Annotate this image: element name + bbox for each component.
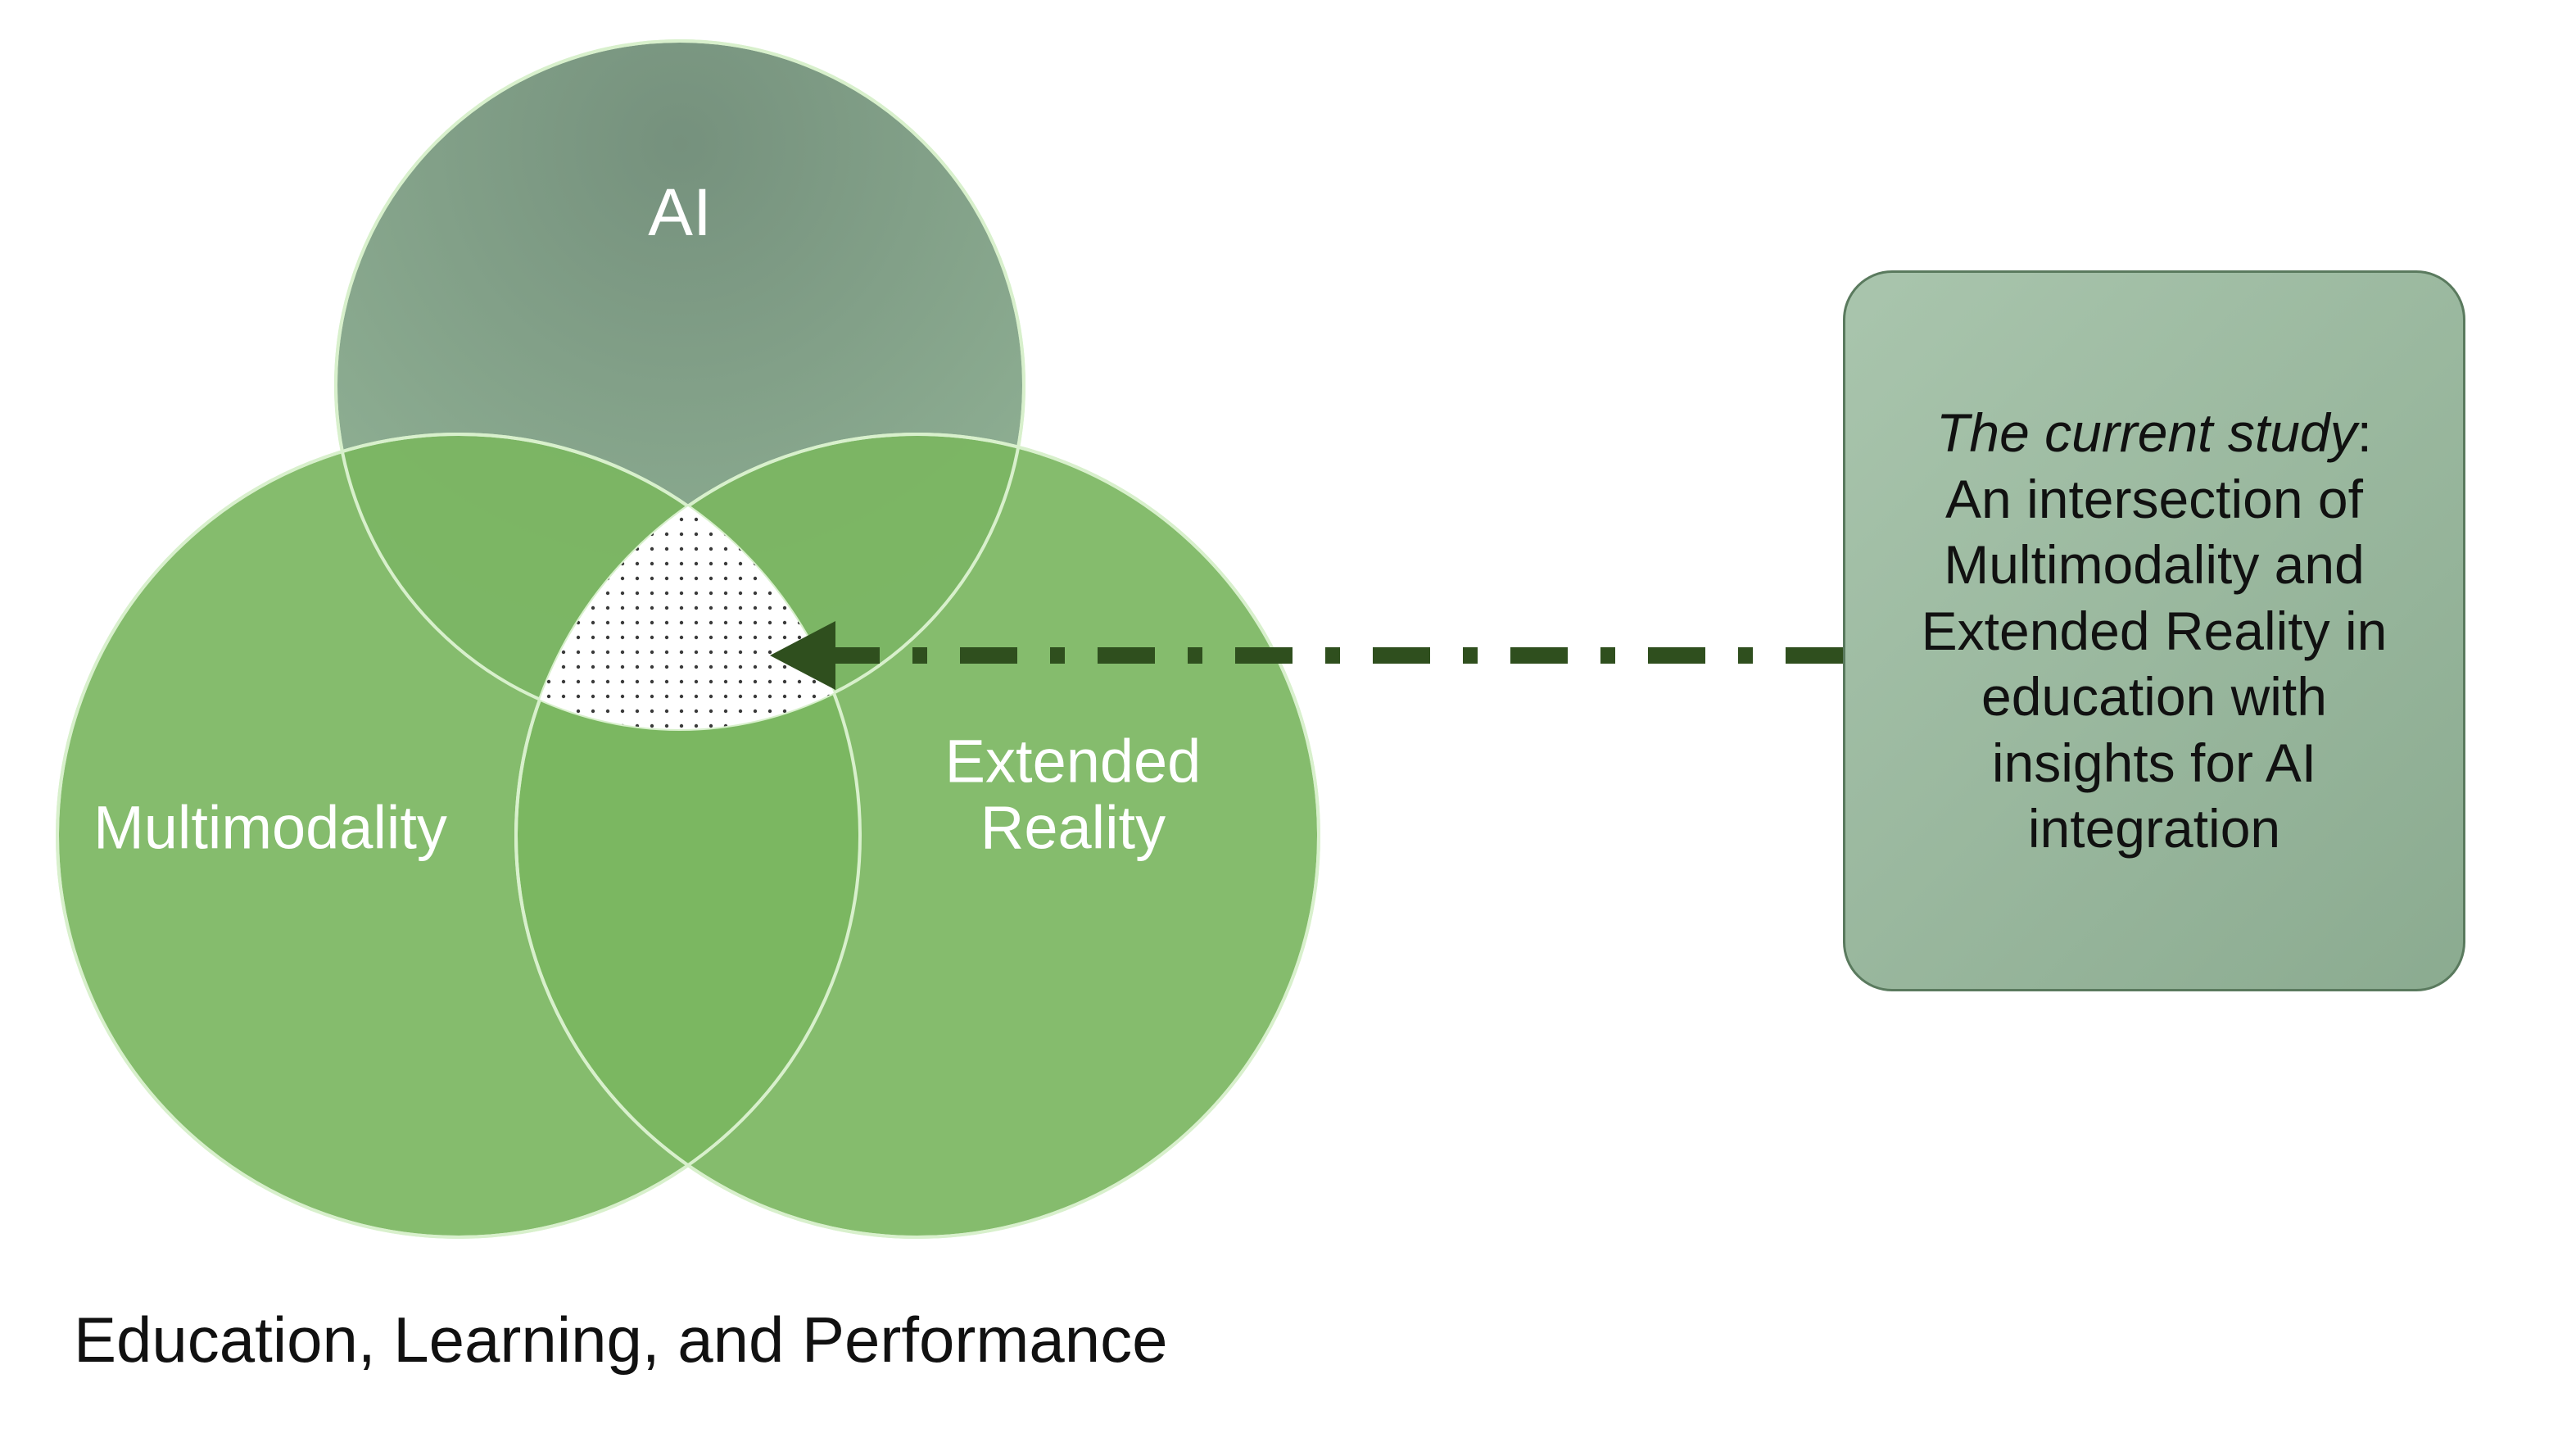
diagram-caption: Education, Learning, and Performance bbox=[74, 1303, 1168, 1377]
callout-box: The current study: An intersection of Mu… bbox=[1843, 270, 2465, 991]
diagram-stage: AI Multimodality Extended Reality Educat… bbox=[0, 0, 2576, 1433]
venn-label-multimodality: Multimodality bbox=[93, 794, 447, 860]
venn-label-extended-reality-text: Extended Reality bbox=[945, 728, 1202, 862]
venn-label-ai: AI bbox=[648, 176, 711, 250]
venn-label-extended-reality: Extended Reality bbox=[945, 728, 1202, 862]
callout-body: An intersection of Multimodality and Ext… bbox=[1922, 469, 2388, 859]
callout-lead: The current study bbox=[1936, 402, 2357, 463]
callout-lead-colon: : bbox=[2357, 402, 2372, 463]
